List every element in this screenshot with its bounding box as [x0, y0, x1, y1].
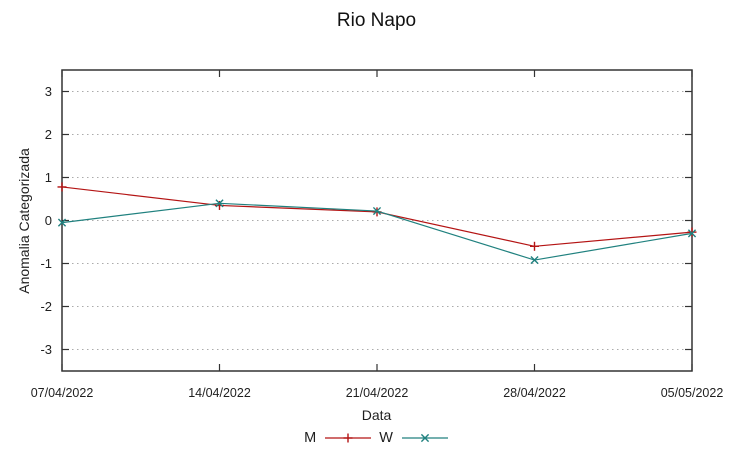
x-tick-label: 07/04/2022: [30, 386, 94, 400]
legend-sample-M: [325, 433, 372, 443]
x-tick-label: 14/04/2022: [188, 386, 251, 400]
data-point-marker: [530, 255, 539, 265]
y-tick-label: 2: [44, 126, 52, 142]
y-tick-label: 0: [44, 212, 52, 228]
legend-label: M: [304, 430, 317, 446]
legend-entry-W: W: [379, 430, 449, 446]
x-axis-label: Data: [361, 407, 392, 423]
y-tick-label: 3: [44, 83, 52, 99]
legend-sample-W: [401, 433, 448, 443]
x-tick-label: 21/04/2022: [345, 386, 409, 400]
series-W: [57, 199, 697, 265]
series-M: [57, 182, 697, 251]
y-tick-label: -1: [40, 255, 52, 271]
x-tick-label: 28/04/2022: [503, 386, 566, 400]
legend-label: W: [379, 430, 393, 446]
data-point-marker: [57, 218, 67, 227]
data-point-marker: [215, 199, 224, 208]
chart-title: Rio Napo: [336, 10, 417, 31]
data-point-marker: [420, 433, 429, 443]
y-tick-label: -3: [40, 341, 52, 357]
y-tick-label: 1: [44, 169, 52, 185]
x-tick-label: 05/05/2022: [660, 386, 724, 400]
data-point-marker: [372, 206, 382, 216]
y-tick-label: -2: [40, 298, 52, 314]
series-line-M: [61, 186, 693, 247]
data-point-marker: [687, 229, 697, 238]
legend-entry-M: M: [304, 430, 372, 446]
